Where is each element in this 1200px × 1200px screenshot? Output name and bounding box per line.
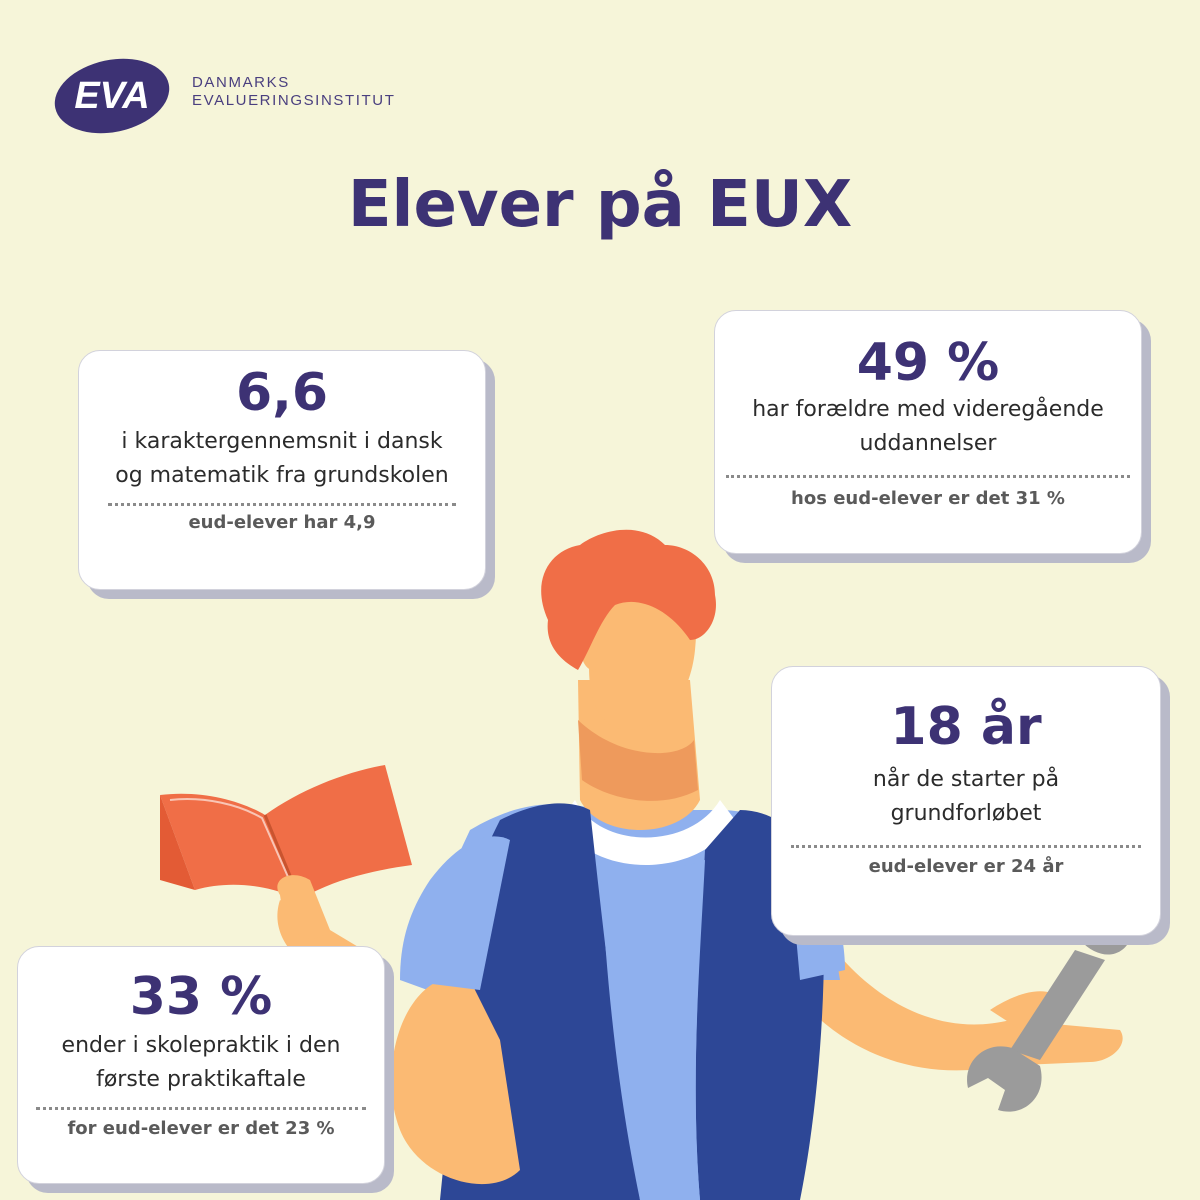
logo-wordmark: DANMARKS EVALUERINGSINSTITUT	[192, 74, 395, 110]
stat-description: ender i skolepraktik i den første prakti…	[18, 1029, 384, 1097]
eva-logo: EVA	[54, 58, 170, 134]
stat-card-start-age: 18 år når de starter på grundforløbet eu…	[771, 666, 1161, 936]
neck-shadow	[578, 720, 698, 801]
stat-description-line: når de starter på	[872, 767, 1060, 792]
stat-description-line: i karaktergennemsnit i dansk	[121, 429, 443, 454]
stat-description: har forældre med videregående uddannelse…	[715, 393, 1141, 461]
stat-comparison-note: eud-elever er 24 år	[868, 856, 1064, 877]
stat-value: 33 %	[129, 967, 273, 1027]
collar	[560, 800, 735, 865]
vest-inner-shirt	[600, 860, 705, 1200]
open-book-icon	[160, 765, 412, 901]
page-title: Elever på EUX	[347, 168, 853, 242]
dotted-divider	[108, 503, 456, 506]
left-hand	[277, 875, 330, 939]
stat-card-parents-education: 49 % har forældre med videregående uddan…	[714, 310, 1142, 554]
logo-line-2: EVALUERINGSINSTITUT	[192, 92, 396, 109]
stat-value: 18 år	[890, 697, 1042, 757]
stat-description-line: og matematik fra grundskolen	[115, 463, 449, 488]
eva-logo-text: EVA	[74, 75, 149, 117]
stat-value: 49 %	[856, 333, 1000, 393]
stat-description: i karaktergennemsnit i dansk og matemati…	[79, 425, 485, 493]
stat-card-grade-average: 6,6 i karaktergennemsnit i dansk og mate…	[78, 350, 486, 590]
dotted-divider	[36, 1107, 366, 1110]
stat-card-school-practice: 33 % ender i skolepraktik i den første p…	[17, 946, 385, 1184]
stat-description-line: grundforløbet	[890, 801, 1042, 826]
stat-value: 6,6	[235, 363, 329, 423]
stat-description-line: ender i skolepraktik i den	[61, 1033, 341, 1058]
stat-description-line: første praktikaftale	[96, 1067, 306, 1092]
dotted-divider	[791, 845, 1141, 848]
stat-comparison-note: hos eud-elever er det 31 %	[791, 488, 1065, 509]
stat-comparison-note: for eud-elever er det 23 %	[67, 1118, 335, 1139]
stat-description-line: har forældre med videregående	[752, 397, 1104, 422]
dotted-divider	[726, 475, 1130, 478]
stat-description-line: uddannelser	[859, 431, 997, 456]
left-arm	[391, 980, 520, 1185]
hair	[541, 529, 716, 670]
logo-line-1: DANMARKS	[192, 74, 290, 91]
left-sleeve	[400, 836, 510, 990]
stat-comparison-note: eud-elever har 4,9	[188, 512, 376, 533]
stat-description: når de starter på grundforløbet	[772, 763, 1160, 831]
